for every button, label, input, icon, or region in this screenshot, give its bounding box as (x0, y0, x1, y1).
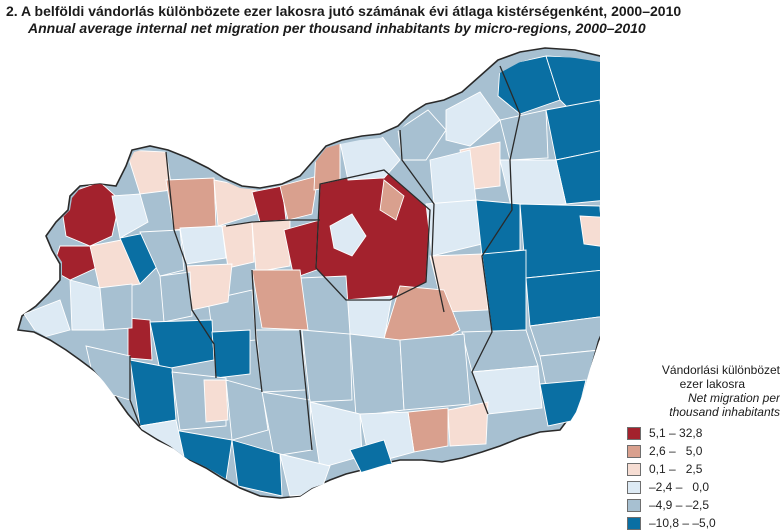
legend-title-hu-1: Vándorlási különbözet (661, 363, 780, 377)
legend-label: –2,4 – 0,0 (649, 480, 710, 494)
legend-label: –10,8 – –5,0 (649, 516, 716, 530)
legend-title-en-1: Net migration per (687, 391, 780, 405)
legend-swatch (627, 463, 641, 476)
legend-swatch (627, 445, 641, 458)
legend-label: –4,9 – –2,5 (649, 498, 710, 512)
legend-swatch (627, 481, 641, 494)
map-subtitle: Annual average internal net migration pe… (28, 20, 646, 36)
legend-swatch (627, 517, 641, 530)
legend-item: 2,6 – 5,0 (627, 445, 767, 459)
legend-label: 0,1 – 2,5 (649, 462, 703, 476)
legend-item: –2,4 – 0,0 (627, 481, 767, 495)
legend-swatch (627, 427, 641, 440)
legend-title-hu-2: ezer lakosra (679, 377, 745, 391)
map-title: 2. A belföldi vándorlás különbözete ezer… (6, 3, 682, 19)
hungary-microregion-map (16, 47, 600, 499)
legend-swatch (627, 499, 641, 512)
legend-item: 5,1 – 32,8 (627, 427, 767, 441)
map-legend: Vándorlási különbözet ezer lakosra Net m… (612, 363, 780, 530)
legend-title-en-2: thousand inhabitants (669, 405, 780, 419)
legend-item: –4,9 – –2,5 (627, 499, 767, 513)
legend-item: –10,8 – –5,0 (627, 517, 767, 531)
legend-label: 2,6 – 5,0 (649, 444, 703, 458)
legend-item: 0,1 – 2,5 (627, 463, 767, 477)
legend-label: 5,1 – 32,8 (649, 426, 703, 440)
